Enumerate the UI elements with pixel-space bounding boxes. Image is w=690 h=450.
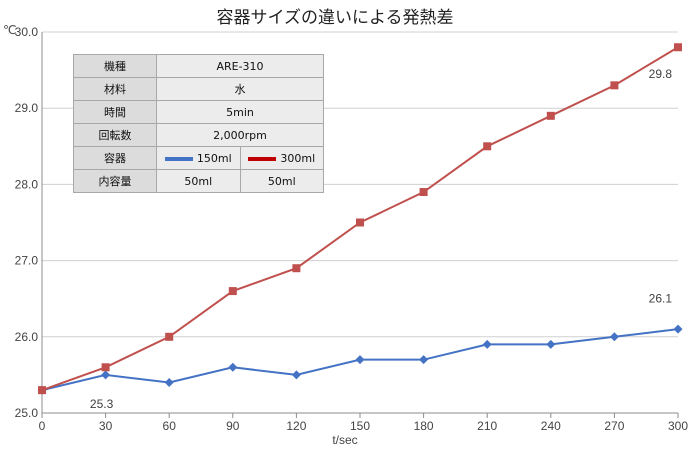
tick-labels: 25.0 26.0 27.0 28.0 29.0 30.0 0 30 60 90 120 150 180… [15,25,689,433]
model-value: ARE-310 [156,54,324,78]
y-tick-label: 25.0 [15,406,39,420]
table-row: 回転数 2,000rpm [73,123,324,147]
x-tick-label: 210 [477,419,497,433]
data-point [546,339,556,349]
conditions-table: 機種 ARE-310 材料 水 時間 5min 回転数 2,000rpm 容器 … [73,54,324,193]
speed-value: 2,000rpm [156,123,324,147]
container-label: 容器 [73,146,157,170]
axes [41,32,679,418]
y-tick-label: 27.0 [15,254,39,268]
data-point [101,370,111,380]
y-tick-label: 29.0 [15,101,39,115]
legend-text-300ml: 300ml [280,151,316,165]
legend-text-150ml: 150ml [196,151,232,165]
data-point [482,339,492,349]
data-point [164,378,174,388]
x-tick-label: 270 [604,419,624,433]
chart-title: 容器サイズの違いによる発熱差 [217,8,454,28]
y-unit-label: ℃ [3,23,16,37]
x-tick-label: 150 [350,419,370,433]
x-tick-label: 0 [39,419,46,433]
x-tick-label: 60 [163,419,177,433]
data-point [674,43,682,52]
x-tick-label: 240 [541,419,561,433]
data-point [546,111,555,120]
x-tick-label: 180 [414,419,434,433]
series-lines [37,43,683,395]
legend-line-150ml [164,156,193,161]
data-point [228,287,237,296]
legend-line-300ml [248,156,277,161]
data-point [610,81,619,90]
volume-label: 内容量 [73,169,157,193]
table-row: 時間 5min [73,100,324,124]
model-label: 機種 [73,54,157,78]
data-point [673,324,683,334]
data-point [609,332,619,342]
data-point [291,370,301,380]
table-row: 容器 150ml 300ml [73,146,324,170]
x-tick-label: 90 [226,419,240,433]
data-point [483,142,492,151]
series-150ml [37,324,683,395]
data-point [228,362,238,372]
table-row: 機種 ARE-310 [73,54,324,78]
data-point [419,188,428,197]
x-tick-label: 30 [99,419,113,433]
legend-item-300ml: 300ml [239,146,324,170]
time-label: 時間 [73,100,157,124]
x-tick-label: 120 [286,419,306,433]
y-tick-label: 28.0 [15,177,39,191]
x-axis-label: t/sec [332,433,357,447]
data-label: 25.3 [90,397,114,411]
speed-label: 回転数 [73,123,157,147]
data-point [165,332,174,341]
data-point [356,218,364,227]
grid-lines [42,31,678,338]
material-label: 材料 [73,77,157,101]
table-row: 材料 水 [73,77,324,101]
data-point [419,355,429,365]
y-tick-label: 30.0 [15,25,39,39]
data-labels: 25.3 26.1 29.8 [90,67,672,411]
data-point [355,355,365,365]
y-tick-label: 26.0 [15,330,39,344]
data-point [292,264,301,273]
x-tick-label: 300 [668,419,688,433]
legend-item-150ml: 150ml [156,146,241,170]
data-point [38,386,46,395]
data-label: 29.8 [649,67,673,81]
data-label: 26.1 [649,292,673,306]
table-row: 内容量 50ml 50ml [73,169,324,193]
data-point [101,363,110,372]
material-value: 水 [156,77,324,101]
time-value: 5min [156,100,324,124]
volume-value-150ml: 50ml [156,169,241,193]
series-300ml [38,43,682,395]
volume-value-300ml: 50ml [239,169,324,193]
